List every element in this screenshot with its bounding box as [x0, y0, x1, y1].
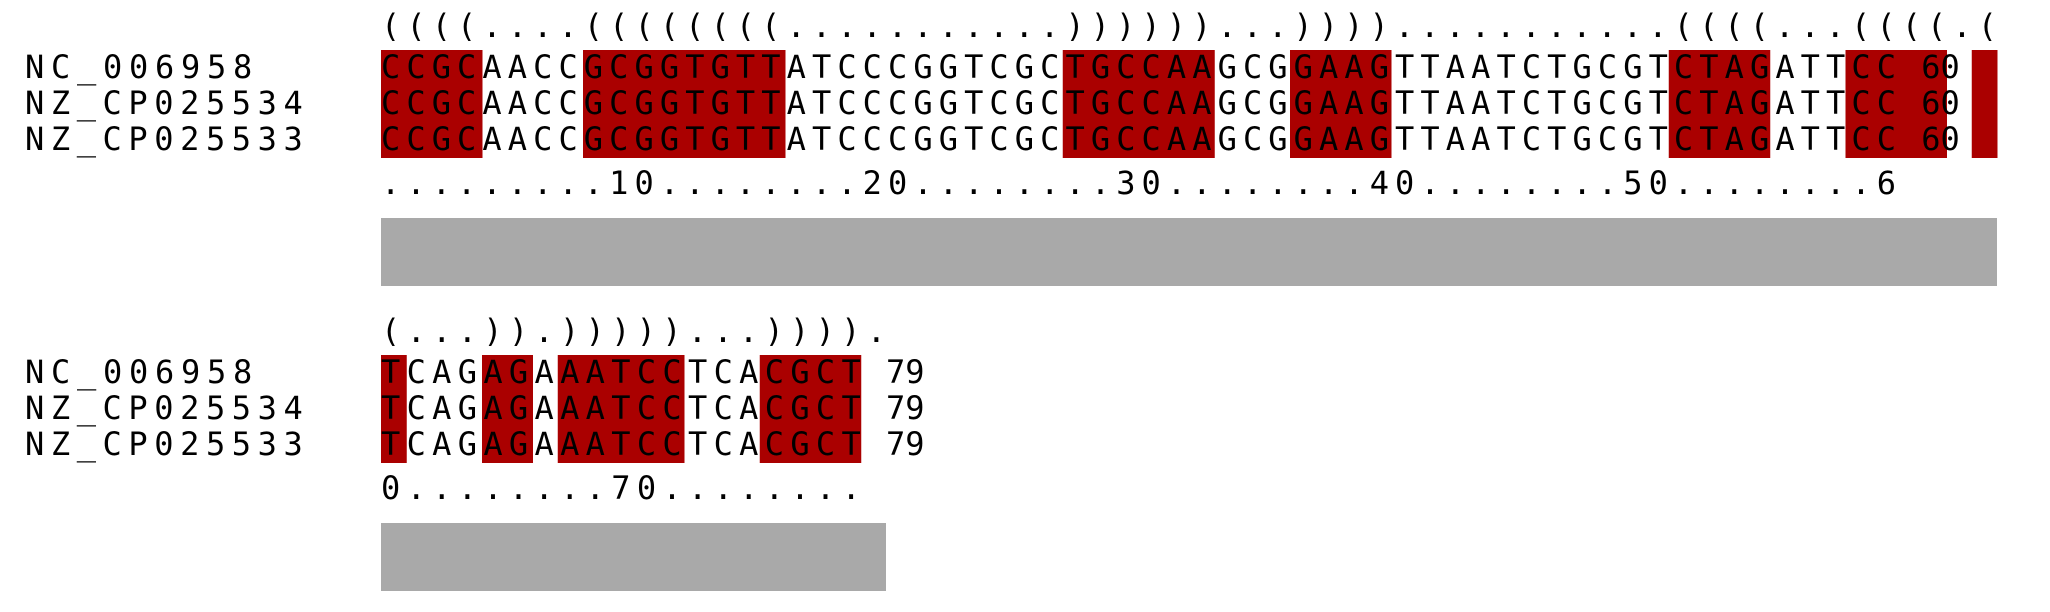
- sequence-end-position: 60: [1921, 120, 1960, 158]
- paired-column-highlight: [759, 50, 786, 158]
- conservation-bar: [381, 218, 1997, 286]
- sequence-name: NZ_CP025533: [25, 425, 303, 463]
- paired-column-highlight: [1668, 50, 1695, 158]
- sequence-text: TCAGAGAAATCCTCACGCT: [381, 353, 861, 391]
- paired-column-highlight: [810, 355, 836, 463]
- paired-column-highlight: [1138, 50, 1165, 158]
- paired-column-highlight: [1163, 50, 1190, 158]
- paired-column-highlight: [1719, 50, 1745, 158]
- sequence-text: TCAGAGAAATCCTCACGCT: [381, 389, 861, 427]
- paired-column-highlight: [1921, 50, 1947, 158]
- sequence-end-position: 79: [886, 425, 925, 463]
- paired-column-highlight: [633, 355, 660, 463]
- paired-column-highlight: [381, 355, 407, 463]
- paired-column-highlight: [431, 50, 458, 158]
- paired-column-highlight: [658, 50, 685, 158]
- paired-column-highlight: [1088, 50, 1114, 158]
- sequence-name: NZ_CP025534: [25, 84, 303, 122]
- paired-column-highlight: [1971, 50, 1998, 158]
- paired-column-highlight: [583, 50, 609, 158]
- paired-column-highlight: [759, 355, 786, 463]
- paired-column-highlight: [1870, 50, 1897, 158]
- paired-column-highlight: [1113, 50, 1139, 158]
- paired-column-highlight: [1290, 50, 1316, 158]
- conservation-bar: [381, 523, 886, 591]
- sequence-name: NC_006958: [25, 48, 252, 86]
- sequence-end-position: 60: [1921, 48, 1960, 86]
- paired-column-highlight: [684, 50, 710, 158]
- paired-column-highlight: [633, 50, 660, 158]
- sequence-end-position: 79: [886, 353, 925, 391]
- position-ruler: 0........70........: [381, 469, 861, 507]
- sequence-end-position: 79: [886, 389, 925, 427]
- paired-column-highlight: [456, 50, 483, 158]
- paired-column-highlight: [1189, 50, 1215, 158]
- paired-column-highlight: [658, 355, 685, 463]
- paired-column-highlight: [482, 355, 508, 463]
- paired-column-highlight: [557, 355, 584, 463]
- paired-column-highlight: [1365, 50, 1392, 158]
- paired-column-highlight: [709, 50, 735, 158]
- paired-column-highlight: [381, 50, 407, 158]
- sequence-name: NC_006958: [25, 353, 252, 391]
- paired-column-highlight: [1896, 50, 1922, 158]
- paired-column-highlight: [1744, 50, 1771, 158]
- paired-column-highlight: [583, 355, 609, 463]
- sequence-end-position: 60: [1921, 84, 1960, 122]
- paired-column-highlight: [785, 355, 811, 463]
- paired-column-highlight: [406, 50, 432, 158]
- paired-column-highlight: [1062, 50, 1089, 158]
- sequence-text: TCAGAGAAATCCTCACGCT: [381, 425, 861, 463]
- sequence-name: NZ_CP025533: [25, 120, 303, 158]
- paired-column-highlight: [507, 355, 533, 463]
- paired-column-highlight: [1340, 50, 1367, 158]
- sequence-name: NZ_CP025534: [25, 389, 303, 427]
- paired-column-highlight: [835, 355, 862, 463]
- paired-column-highlight: [1694, 50, 1720, 158]
- paired-column-highlight: [1845, 50, 1872, 158]
- paired-column-highlight: [608, 50, 634, 158]
- paired-column-highlight: [734, 50, 761, 158]
- paired-column-highlight: [1315, 50, 1341, 158]
- paired-column-highlight: [608, 355, 634, 463]
